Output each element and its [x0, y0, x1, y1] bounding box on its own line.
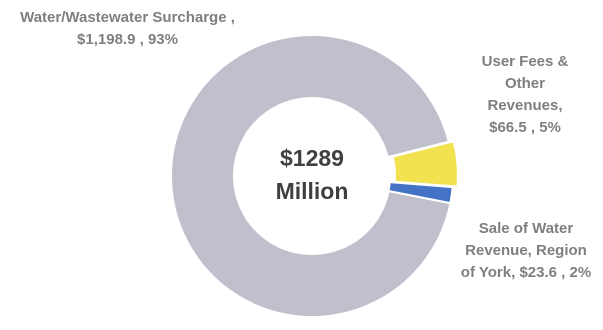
- data-label: User Fees & Other Revenues, $66.5 , 5%: [470, 51, 580, 139]
- value-label: $1,198.9: [77, 31, 136, 48]
- value-label: $66.5: [489, 119, 527, 136]
- percent-label: 5%: [539, 119, 561, 136]
- center-total: $1289: [280, 145, 344, 171]
- separator: ,: [530, 119, 536, 136]
- slice: [387, 181, 454, 205]
- category-name: User Fees & Other Revenues,: [481, 53, 569, 114]
- separator: ,: [139, 31, 144, 48]
- data-label: Sale of Water Revenue, Region of York, $…: [458, 218, 594, 284]
- percent-label: 93%: [147, 31, 178, 48]
- slice: [170, 34, 452, 318]
- data-label: Water/Wastewater Surcharge , $1,198.9 , …: [20, 7, 235, 51]
- center-unit: Million: [276, 178, 349, 204]
- category-name: Sale of Water Revenue, Region of York,: [460, 220, 587, 281]
- percent-label: 2%: [569, 264, 592, 281]
- separator: ,: [561, 264, 566, 281]
- category-name: Water/Wastewater Surcharge ,: [20, 9, 235, 26]
- value-label: $23.6: [519, 264, 557, 281]
